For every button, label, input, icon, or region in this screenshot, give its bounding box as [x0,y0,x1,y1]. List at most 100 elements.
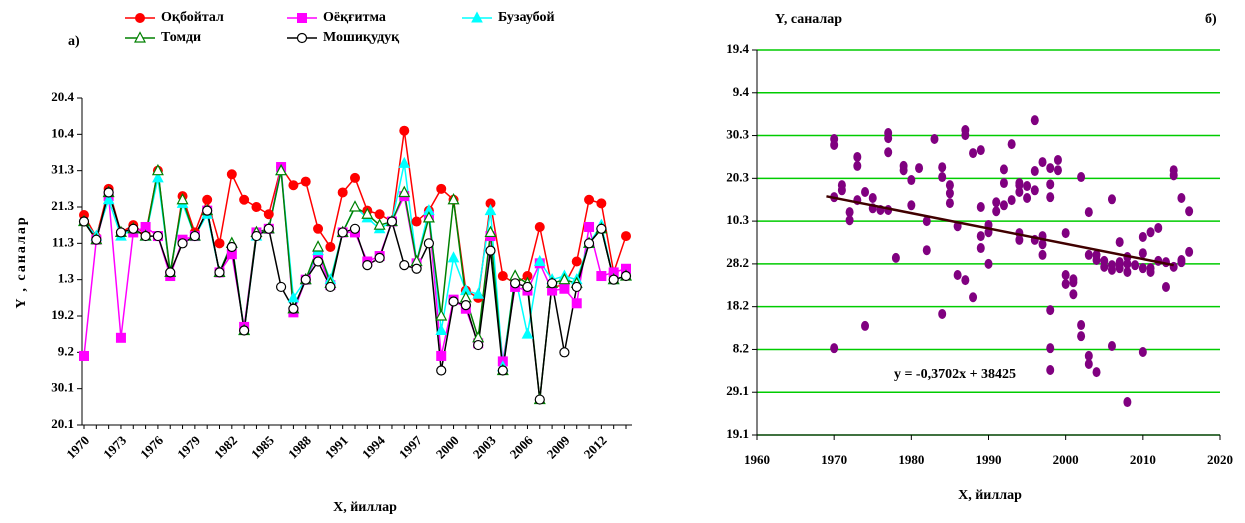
marker [288,180,299,191]
marker [300,176,311,187]
scatter-point [837,185,846,196]
y-tick-label: 9.2 [58,343,74,358]
scatter-point [938,172,947,183]
x-tick-label: 1988 [285,432,314,461]
marker [313,223,324,234]
scatter-point [830,343,839,354]
marker [620,270,632,282]
trendline [826,195,1174,267]
scatter-point [1161,281,1170,292]
scatter-point [945,188,954,199]
scatter-point [1023,193,1032,204]
marker [202,194,213,205]
y-tick-label: 8.2 [733,340,749,355]
scatter-point [899,165,908,176]
scatter-point [1061,228,1070,239]
marker [497,365,508,376]
marker [558,272,571,285]
scatter-point [1169,170,1178,181]
scatter-point [953,270,962,281]
marker [448,296,459,307]
y-tick-label: 20.1 [51,416,74,431]
marker [596,271,607,282]
scatter-point [861,187,870,198]
legend-label: Мошиқудуқ [323,30,400,45]
y-tick-label: 19.1 [726,426,749,441]
x-tick-label: 1973 [100,432,129,461]
scatter-point [938,308,947,319]
marker [436,183,447,194]
marker [337,187,348,198]
marker [312,256,324,267]
scatter-point [969,148,978,159]
scatter-point [915,163,924,174]
scatter-point [1084,358,1093,369]
marker [510,278,521,289]
scatter-point [1061,270,1070,281]
marker [472,287,485,299]
scatter-point [1069,289,1078,300]
marker [214,238,225,249]
scatter-point [969,292,978,303]
scatter-point [1030,115,1039,126]
scatter-point [976,231,985,242]
marker [349,200,361,212]
marker [275,281,287,293]
marker [522,281,533,293]
marker [422,211,435,223]
scatter-point [1069,277,1078,288]
scatter-point [1123,258,1132,269]
marker [374,252,385,263]
marker [287,291,300,303]
marker [176,192,189,205]
scatter-point [1092,255,1101,266]
marker [349,223,361,234]
legend-label: Томди [161,30,201,45]
scatter-point [1046,364,1055,375]
y-tick-label: 20.3 [726,169,749,184]
x-tick-label: 2000 [1053,452,1079,467]
marker [436,365,447,376]
y-tick-label: 21.3 [51,198,74,213]
scatter-point [845,207,854,218]
scatter-point [961,275,970,286]
scatter-point [1177,193,1186,204]
marker [559,347,570,358]
marker [571,298,582,309]
scatter-point [945,198,954,209]
scatter-point [992,197,1001,208]
legend-label: Оёқғитма [323,10,386,25]
scatter-point [999,178,1008,189]
marker [447,192,460,205]
scatter-point [1084,207,1093,218]
legend-marker [135,13,145,23]
scatter-point [1023,181,1032,192]
scatter-point [976,145,985,156]
marker [140,230,151,242]
x-tick-label: 1991 [322,433,351,462]
x-tick-label: 1970 [63,433,92,462]
marker [435,323,448,336]
marker [621,231,631,242]
marker [484,204,497,216]
scatter-point [1053,165,1062,176]
scatter-point [922,216,931,227]
scatter-point [1123,267,1132,278]
scatter-point [1100,261,1109,272]
x-tick-label: 2003 [470,432,499,461]
marker [350,172,360,183]
legend-label: Бузаубой [498,10,555,25]
y-tick-label: 19.4 [726,41,749,56]
x-tick-label: 1979 [174,432,203,461]
scatter-point [1046,163,1055,174]
marker [79,350,89,361]
scatter-point [1107,194,1116,205]
scatter-point [1007,195,1016,206]
scatter-point [984,258,993,269]
marker [165,267,176,278]
scatter-point [999,164,1008,175]
scatter-point [1185,246,1194,257]
marker [571,256,582,267]
y-tick-label: 1.3 [58,271,75,286]
marker [608,274,619,285]
